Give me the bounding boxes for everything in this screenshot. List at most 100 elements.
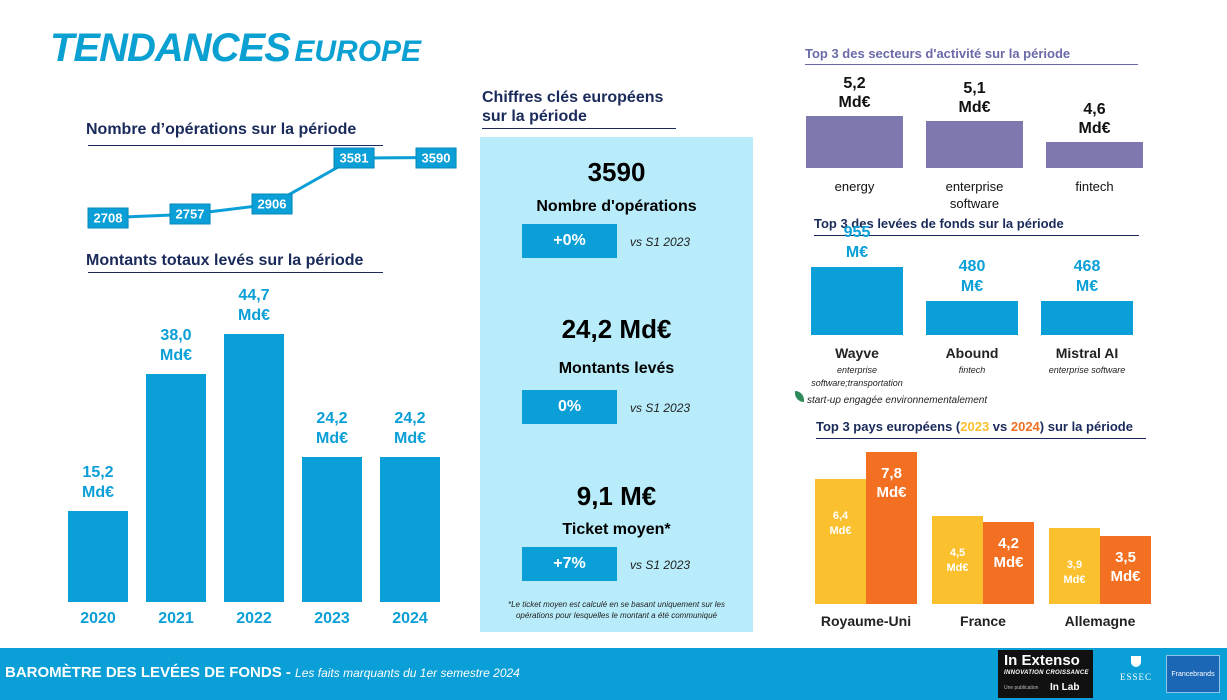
sectors-title-underline [805, 64, 1138, 65]
countries-title-2023: 2023 [960, 419, 990, 434]
amount-bar [224, 333, 284, 602]
ops-line-chart: 2708 2757 2906 3581 3590 [80, 147, 470, 229]
ops-chart-title: Nombre d’opérations sur la période [86, 121, 357, 138]
key-figures-title-text: Chiffres clés européens sur la période [482, 89, 664, 125]
country-bar-2024 [866, 452, 917, 604]
levee-bar [1041, 301, 1133, 335]
country-bar-2023 [932, 516, 983, 604]
levee-company-label: Abound [945, 345, 999, 361]
levee-sector-label: enterprise software;transportation [811, 365, 903, 388]
countries-title-part1: Top 3 pays européens ( [816, 419, 961, 434]
key-figures-underline [482, 128, 676, 129]
inextenso-logo-pub: Une publication [1004, 685, 1039, 691]
amount-value-label: 24,2 Md€ [316, 409, 348, 447]
kf-operations-label: Nombre d'opérations [536, 198, 697, 215]
sector-value-label: 5,1 Md€ [958, 79, 991, 116]
amount-bar [68, 510, 128, 602]
levee-value-label: 468 M€ [1073, 258, 1101, 296]
levee-bar [811, 266, 903, 335]
countries-title-vs: vs [989, 419, 1011, 434]
key-figures-panel: 3590 Nombre d'opérations +0% vs S1 2023 … [480, 137, 753, 632]
amounts-title-underline [88, 272, 383, 273]
amount-value-label: 15,2 Md€ [82, 463, 114, 501]
country-name-label: Royaume-Uni [820, 613, 912, 629]
levee-bar [926, 300, 1018, 335]
countries-chart-title: Top 3 pays européens (2023 vs 2024) sur … [816, 419, 1133, 434]
essec-logo: ESSEC [1118, 656, 1154, 692]
title-sub: EUROPE [294, 35, 422, 68]
amounts-bar-chart: 15,2 Md€ 2020 38,0 Md€ 2021 44,7 Md€ 2022 24,2… [60, 280, 470, 630]
amount-year-label: 2021 [158, 610, 194, 627]
amount-year-label: 2020 [80, 610, 116, 627]
amount-bar [380, 456, 440, 602]
sector-bar [806, 116, 903, 168]
country-value-label: 3,9 Md€ [1063, 559, 1086, 586]
countries-bar-chart: 6,4 Md€ 7,8 Md€ Royaume-Uni 4,5 Md€ 4,2 Md€ F… [800, 440, 1160, 640]
ops-point-label: 2757 [169, 203, 211, 225]
ops-point-label: 2708 [87, 207, 129, 229]
amount-year-label: 2023 [314, 610, 350, 627]
inextenso-logo-sub: INNOVATION CROISSANCE [1004, 670, 1089, 676]
sectors-chart-title: Top 3 des secteurs d'activité sur la pér… [805, 46, 1071, 61]
ops-title-underline [88, 145, 383, 146]
key-figures-title: Chiffres clés européens sur la période [482, 88, 663, 126]
green-startup-note: start-up engagée environnementalement [807, 395, 988, 406]
country-bar-2023 [1049, 528, 1100, 604]
francebrands-logo-text: Francebrands [1171, 671, 1215, 678]
countries-title-underline [816, 438, 1146, 439]
ops-point-label: 2906 [251, 193, 293, 215]
country-name-label: Allemagne [1064, 613, 1136, 629]
footer-bold: BAROMÈTRE DES LEVÉES DE FONDS - [5, 664, 296, 681]
leaf-icon [795, 391, 804, 402]
kf-amounts-vs: vs S1 2023 [630, 401, 691, 415]
essec-crest-icon [1131, 656, 1141, 667]
country-value-label: 6,4 Md€ [829, 510, 852, 538]
sectors-bar-chart: 5,2 Md€ energy 5,1 Md€ enterprise software 4… [800, 60, 1150, 220]
inextenso-logo-lab: In Lab [1050, 682, 1080, 693]
amount-value-label: 44,7 Md€ [238, 286, 270, 324]
countries-title-2024: 2024 [1010, 419, 1040, 434]
kf-operations-vs: vs S1 2023 [630, 235, 691, 249]
kf-operations-value: 3590 [587, 157, 646, 187]
sector-category-label: fintech [1075, 179, 1114, 194]
levees-chart-title: Top 3 des levées de fonds sur la période [814, 216, 1064, 231]
kf-amounts-value: 24,2 Md€ [561, 314, 672, 344]
kf-ticket-vs: vs S1 2023 [630, 558, 691, 572]
country-bar-2024 [1100, 535, 1151, 604]
kf-footnote: *Le ticket moyen est calculé en se basan… [507, 600, 725, 620]
country-value-label: 4,2 Md€ [993, 535, 1024, 572]
levee-value-label: 955 M€ [843, 223, 871, 261]
levee-value-label: 480 M€ [958, 257, 986, 295]
countries-title-part3: ) sur la période [1039, 419, 1133, 434]
footer-italic: Les faits marquants du 1er semestre 2024 [295, 666, 520, 680]
country-bar-2023 [815, 479, 866, 604]
sector-category-label: energy [834, 179, 875, 194]
country-name-label: France [960, 613, 1006, 629]
kf-operations-change: +0% [522, 224, 617, 258]
sector-value-label: 5,2 Md€ [838, 75, 871, 112]
amount-value-label: 38,0 Md€ [160, 327, 192, 364]
kf-ticket-change: +7% [522, 547, 617, 581]
amount-bar [302, 456, 362, 602]
inextenso-logo: In Extenso INNOVATION CROISSANCE Une pub… [998, 650, 1093, 698]
amounts-chart-title: Montants totaux levés sur la période [86, 252, 364, 269]
amount-year-label: 2022 [236, 610, 272, 627]
levee-company-label: Wayve [835, 345, 879, 361]
essec-logo-text: ESSEC [1119, 672, 1152, 682]
kf-amounts-change: 0% [522, 390, 617, 424]
kf-ticket-value: 9,1 M€ [576, 481, 657, 511]
kf-amounts-label: Montants levés [558, 360, 675, 377]
sector-category-label: enterprise software [945, 179, 1004, 211]
levees-bar-chart: 955 M€ Wayve enterprise software;transport… [800, 224, 1150, 395]
sector-value-label: 4,6 Md€ [1078, 101, 1111, 138]
country-value-label: 7,8 Md€ [876, 465, 907, 501]
page-title: TENDANCES EUROPE [50, 26, 421, 71]
footer-text: BAROMÈTRE DES LEVÉES DE FONDS - Les fait… [5, 664, 520, 682]
ops-point-label: 3581 [333, 147, 375, 169]
amount-value-label: 24,2 Md€ [394, 409, 426, 447]
francebrands-logo: Francebrands [1166, 655, 1220, 693]
ops-point-label: 3590 [415, 147, 457, 168]
country-value-label: 4,5 Md€ [946, 547, 969, 575]
levee-company-label: Mistral AI [1055, 345, 1119, 361]
levees-title-underline [814, 235, 1139, 236]
